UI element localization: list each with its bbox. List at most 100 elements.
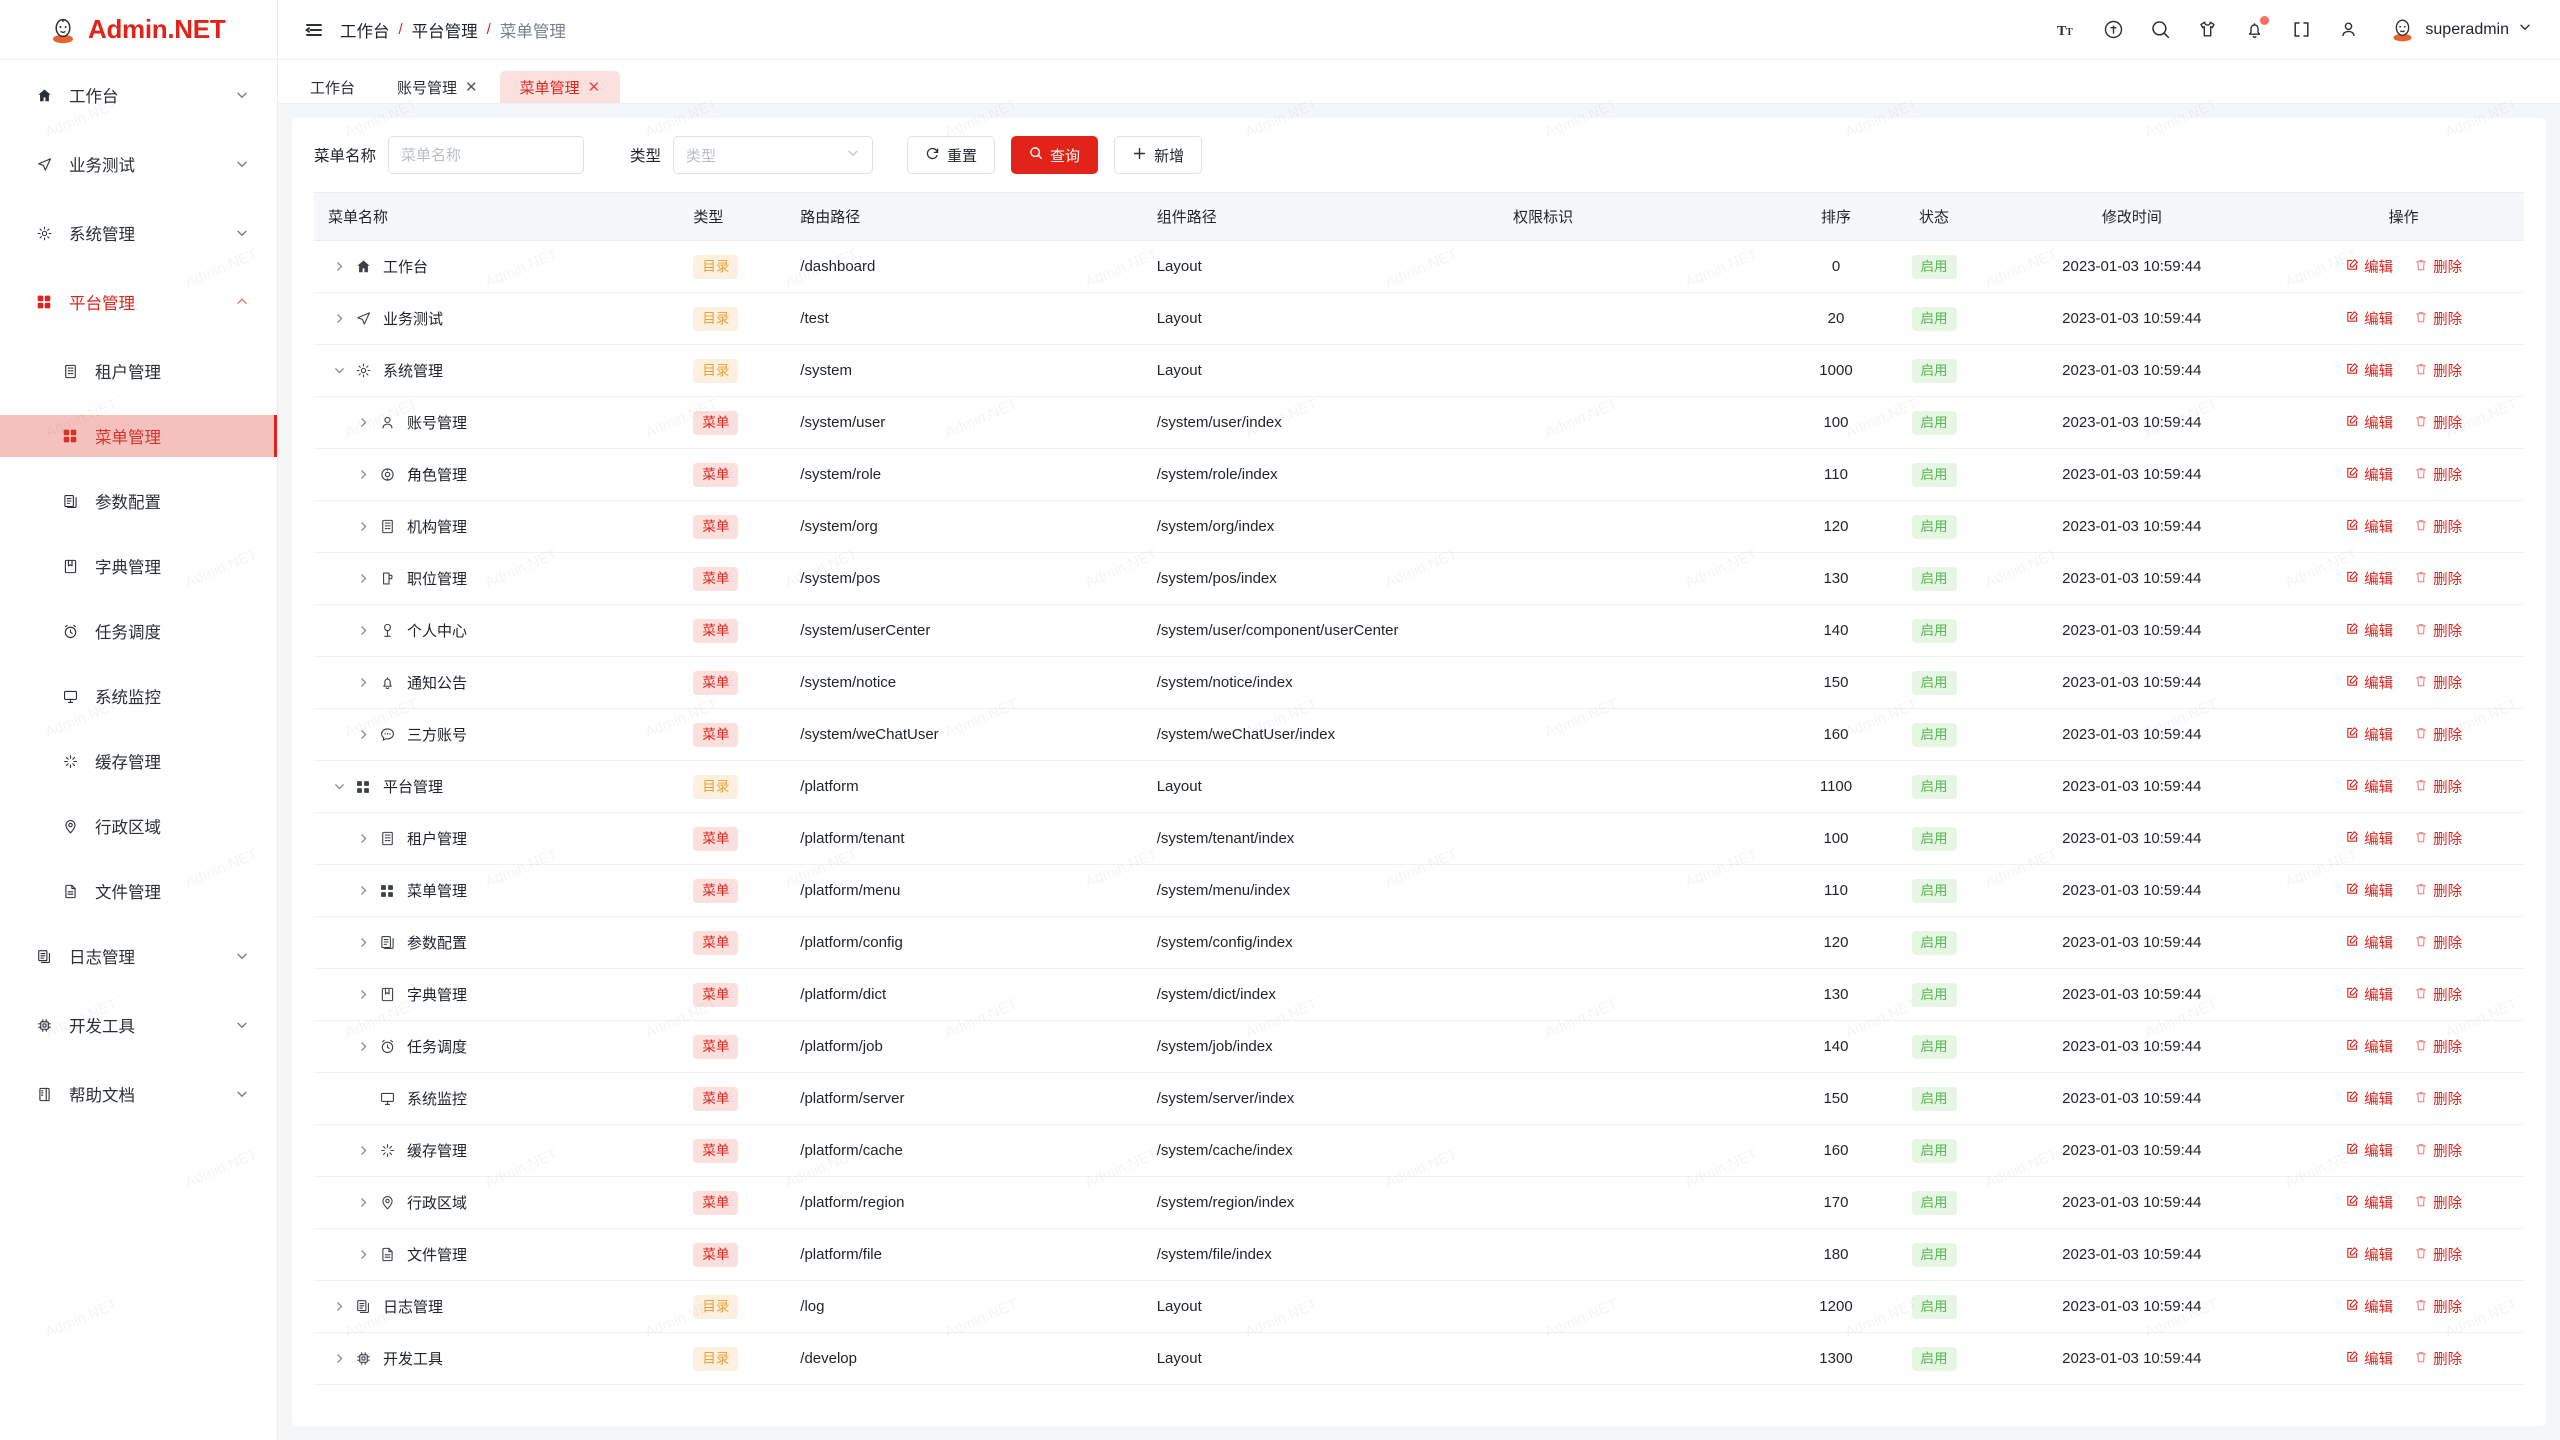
delete-button[interactable]: 删除 [2414,516,2462,537]
table-row[interactable]: 工作台 目录/dashboard Layout 0 启用 2023-01-03 10:59… [314,240,2524,293]
table-row[interactable]: 开发工具 目录/develop Layout 1300 启用 2023-01-03 10:… [314,1332,2524,1385]
sidebar-item-7[interactable]: 字典管理 [0,545,277,587]
edit-button[interactable]: 编辑 [2345,360,2393,381]
close-icon[interactable]: ✕ [465,78,478,96]
table-row[interactable]: 机构管理 菜单/system/org/system/org/index 120 启用 2… [314,500,2524,553]
table-row[interactable]: 系统监控 菜单/platform/server/system/server/ind… [314,1072,2524,1125]
table-row[interactable]: 参数配置 菜单/platform/config/system/config/ind… [314,916,2524,969]
chevron-right-icon[interactable] [328,1300,350,1313]
chevron-right-icon[interactable] [352,832,374,845]
menu-name-input[interactable] [388,136,585,174]
chevron-right-icon[interactable] [352,936,374,949]
chevron-right-icon[interactable] [352,884,374,897]
delete-button[interactable]: 删除 [2414,776,2462,797]
table-row[interactable]: 字典管理 菜单/platform/dict/system/dict/index 13… [314,968,2524,1021]
add-button[interactable]: 新增 [1114,136,1203,174]
edit-button[interactable]: 编辑 [2345,568,2393,589]
delete-button[interactable]: 删除 [2414,672,2462,693]
edit-button[interactable]: 编辑 [2345,932,2393,953]
chevron-right-icon[interactable] [352,988,374,1001]
sidebar-item-3[interactable]: 平台管理 [0,281,277,323]
sidebar-item-13[interactable]: 日志管理 [0,935,277,977]
chevron-right-icon[interactable] [352,520,374,533]
tab-2[interactable]: 菜单管理 ✕ [499,71,621,103]
edit-button[interactable]: 编辑 [2345,1192,2393,1213]
sidebar-item-12[interactable]: 文件管理 [0,870,277,912]
delete-button[interactable]: 删除 [2414,1348,2462,1369]
table-row[interactable]: 平台管理 目录/platform Layout 1100 启用 2023-01-03 10… [314,760,2524,813]
edit-button[interactable]: 编辑 [2345,256,2393,277]
edit-button[interactable]: 编辑 [2345,1088,2393,1109]
edit-button[interactable]: 编辑 [2345,1140,2393,1161]
font-size-icon[interactable]: T T [2057,20,2077,40]
edit-button[interactable]: 编辑 [2345,1296,2393,1317]
chevron-right-icon[interactable] [352,728,374,741]
sidebar-item-15[interactable]: 帮助文档 [0,1073,277,1115]
chevron-right-icon[interactable] [352,1196,374,1209]
table-row[interactable]: 租户管理 菜单/platform/tenant/system/tenant/ind… [314,812,2524,865]
sidebar-item-6[interactable]: 参数配置 [0,480,277,522]
edit-button[interactable]: 编辑 [2345,776,2393,797]
delete-button[interactable]: 删除 [2414,464,2462,485]
fullscreen-icon[interactable] [2291,19,2312,40]
search-button[interactable]: 查询 [1011,136,1099,174]
sidebar-item-0[interactable]: 工作台 [0,74,277,116]
edit-button[interactable]: 编辑 [2345,516,2393,537]
delete-button[interactable]: 删除 [2414,568,2462,589]
chevron-right-icon[interactable] [352,624,374,637]
table-row[interactable]: 任务调度 菜单/platform/job/system/job/index 140 启… [314,1020,2524,1073]
notification-bell-icon[interactable] [2244,16,2270,40]
chevron-right-icon[interactable] [352,1248,374,1261]
chevron-right-icon[interactable] [352,676,374,689]
edit-button[interactable]: 编辑 [2345,308,2393,329]
delete-button[interactable]: 删除 [2414,620,2462,641]
table-row[interactable]: 个人中心 菜单/system/userCenter/system/user/com… [314,604,2524,657]
delete-button[interactable]: 删除 [2414,724,2462,745]
chevron-right-icon[interactable] [328,1352,350,1365]
edit-button[interactable]: 编辑 [2345,1348,2393,1369]
chevron-down-icon[interactable] [328,780,350,793]
delete-button[interactable]: 删除 [2414,880,2462,901]
chevron-right-icon[interactable] [352,468,374,481]
edit-button[interactable]: 编辑 [2345,1244,2393,1265]
table-row[interactable]: 通知公告 菜单/system/notice/system/notice/index… [314,656,2524,709]
delete-button[interactable]: 删除 [2414,1192,2462,1213]
edit-button[interactable]: 编辑 [2345,672,2393,693]
theme-shirt-icon[interactable] [2197,19,2218,40]
delete-button[interactable]: 删除 [2414,308,2462,329]
chevron-right-icon[interactable] [352,572,374,585]
sidebar-logo[interactable]: Admin.NET [0,0,277,60]
delete-button[interactable]: 删除 [2414,1244,2462,1265]
delete-button[interactable]: 删除 [2414,412,2462,433]
delete-button[interactable]: 删除 [2414,984,2462,1005]
user-menu[interactable]: superadmin [2389,16,2532,43]
table-row[interactable]: 角色管理 菜单/system/role/system/role/index 110 启… [314,448,2524,501]
breadcrumb-item-0[interactable]: 工作台 [340,22,390,41]
table-row[interactable]: 菜单管理 菜单/platform/menu/system/menu/index 11… [314,864,2524,917]
delete-button[interactable]: 删除 [2414,1140,2462,1161]
table-row[interactable]: 日志管理 目录/log Layout 1200 启用 2023-01-03 10:59:4… [314,1280,2524,1333]
sidebar-item-9[interactable]: 系统监控 [0,675,277,717]
tab-0[interactable]: 工作台 [290,71,375,103]
delete-button[interactable]: 删除 [2414,932,2462,953]
edit-button[interactable]: 编辑 [2345,620,2393,641]
tab-1[interactable]: 账号管理 ✕ [377,71,498,103]
edit-button[interactable]: 编辑 [2345,464,2393,485]
sidebar-item-11[interactable]: 行政区域 [0,805,277,847]
breadcrumb-item-1[interactable]: 平台管理 [411,22,478,41]
chevron-right-icon[interactable] [352,1040,374,1053]
table-row[interactable]: 系统管理 目录/system Layout 1000 启用 2023-01-03 10:5… [314,344,2524,397]
sidebar-item-5[interactable]: 菜单管理 [0,415,277,457]
edit-button[interactable]: 编辑 [2345,724,2393,745]
delete-button[interactable]: 删除 [2414,1088,2462,1109]
edit-button[interactable]: 编辑 [2345,828,2393,849]
delete-button[interactable]: 删除 [2414,1036,2462,1057]
user-outline-icon[interactable] [2338,19,2359,40]
edit-button[interactable]: 编辑 [2345,412,2393,433]
sidebar-item-14[interactable]: 开发工具 [0,1004,277,1046]
delete-button[interactable]: 删除 [2414,360,2462,381]
edit-button[interactable]: 编辑 [2345,984,2393,1005]
edit-button[interactable]: 编辑 [2345,1036,2393,1057]
chevron-right-icon[interactable] [352,416,374,429]
search-icon[interactable] [2150,19,2171,40]
